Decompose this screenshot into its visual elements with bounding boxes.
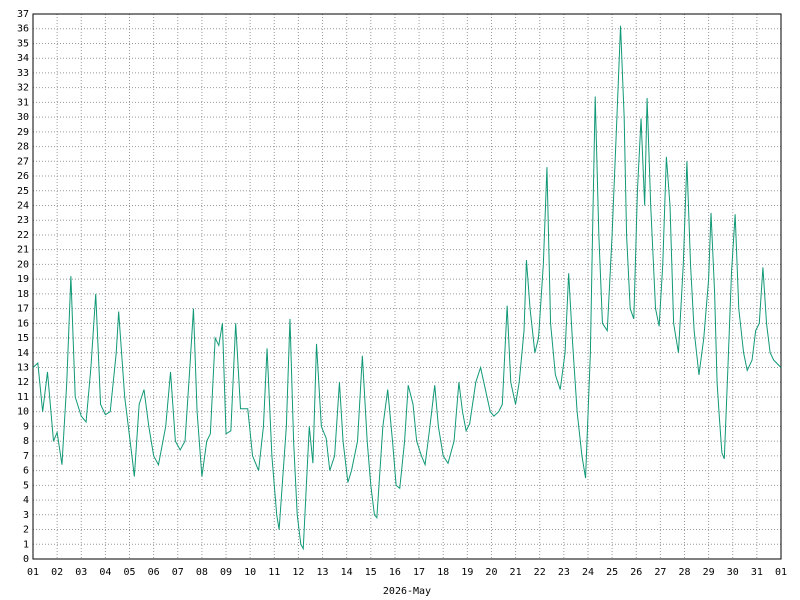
y-tick-label: 25 — [17, 186, 29, 197]
x-tick-label: 06 — [148, 567, 160, 578]
y-tick-label: 9 — [23, 421, 29, 432]
x-tick-label: 01 — [27, 567, 39, 578]
x-tick-label: 19 — [461, 567, 473, 578]
y-tick-label: 31 — [17, 97, 29, 108]
y-tick-label: 6 — [23, 466, 29, 477]
y-tick-label: 12 — [17, 377, 29, 388]
y-tick-label: 4 — [23, 495, 29, 506]
y-tick-label: 29 — [17, 127, 29, 138]
x-tick-label: 02 — [51, 567, 63, 578]
y-tick-label: 1 — [23, 539, 29, 550]
y-tick-label: 20 — [17, 259, 29, 270]
x-axis-label: 2026-May — [383, 586, 431, 597]
x-tick-label: 23 — [558, 567, 570, 578]
y-tick-label: 17 — [17, 304, 29, 315]
y-tick-label: 28 — [17, 142, 29, 153]
y-tick-label: 16 — [17, 318, 29, 329]
y-tick-label: 22 — [17, 230, 29, 241]
y-tick-label: 21 — [17, 245, 29, 256]
y-tick-label: 26 — [17, 171, 29, 182]
x-tick-label: 16 — [389, 567, 401, 578]
y-tick-label: 0 — [23, 554, 29, 565]
x-tick-label: 18 — [437, 567, 449, 578]
y-tick-label: 32 — [17, 83, 29, 94]
x-tick-label: 11 — [268, 567, 280, 578]
y-tick-label: 15 — [17, 333, 29, 344]
x-tick-label: 14 — [341, 567, 353, 578]
y-tick-label: 14 — [17, 348, 29, 359]
y-tick-label: 37 — [17, 9, 29, 20]
y-tick-label: 19 — [17, 274, 29, 285]
x-tick-label: 21 — [510, 567, 522, 578]
y-tick-label: 8 — [23, 436, 29, 447]
x-tick-label: 28 — [678, 567, 690, 578]
y-tick-label: 24 — [17, 200, 29, 211]
y-tick-label: 11 — [17, 392, 29, 403]
plot-frame — [32, 13, 782, 560]
x-tick-label: 24 — [582, 567, 594, 578]
x-tick-label: 09 — [220, 567, 232, 578]
y-tick-label: 10 — [17, 407, 29, 418]
y-tick-label: 36 — [17, 24, 29, 35]
y-tick-label: 35 — [17, 38, 29, 49]
y-tick-label: 7 — [23, 451, 29, 462]
y-tick-label: 23 — [17, 215, 29, 226]
x-tick-label: 25 — [606, 567, 618, 578]
x-tick-label: 08 — [196, 567, 208, 578]
x-tick-label: 27 — [654, 567, 666, 578]
y-tick-label: 5 — [23, 480, 29, 491]
x-tick-label: 22 — [534, 567, 546, 578]
x-tick-label: 01 — [775, 567, 787, 578]
y-tick-label: 18 — [17, 289, 29, 300]
x-tick-label: 29 — [703, 567, 715, 578]
x-tick-label: 17 — [413, 567, 425, 578]
x-tick-label: 07 — [172, 567, 184, 578]
data-line — [32, 25, 782, 551]
y-tick-label: 3 — [23, 510, 29, 521]
y-tick-label: 2 — [23, 525, 29, 536]
x-tick-label: 10 — [244, 567, 256, 578]
y-tick-label: 27 — [17, 156, 29, 167]
x-tick-label: 04 — [99, 567, 111, 578]
y-tick-label: 13 — [17, 363, 29, 374]
y-tick-label: 30 — [17, 112, 29, 123]
x-tick-label: 05 — [123, 567, 135, 578]
x-tick-label: 20 — [485, 567, 497, 578]
x-tick-label: 31 — [751, 567, 763, 578]
y-tick-label: 33 — [17, 68, 29, 79]
y-tick-label: 34 — [17, 53, 29, 64]
x-tick-label: 03 — [75, 567, 87, 578]
x-tick-label: 15 — [365, 567, 377, 578]
x-tick-label: 26 — [630, 567, 642, 578]
x-tick-label: 30 — [727, 567, 739, 578]
x-tick-label: 12 — [292, 567, 304, 578]
x-tick-label: 13 — [317, 567, 329, 578]
